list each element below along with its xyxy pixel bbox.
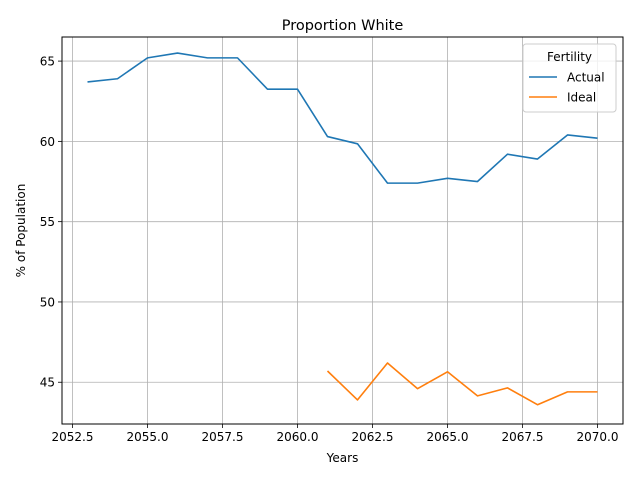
x-tick-label: 2070.0 <box>577 430 619 444</box>
y-axis-label: % of Population <box>14 184 28 278</box>
y-tick-label: 50 <box>40 295 55 309</box>
y-tick-label: 60 <box>40 135 55 149</box>
x-tick-label: 2060.0 <box>277 430 319 444</box>
legend: Fertility Actual Ideal <box>522 43 617 113</box>
x-tick-label: 2057.5 <box>202 430 244 444</box>
y-tick-label: 45 <box>40 376 55 390</box>
x-tick-label: 2067.5 <box>502 430 544 444</box>
x-tick-label: 2065.0 <box>427 430 469 444</box>
x-tick-label: 2052.5 <box>52 430 94 444</box>
y-tick-label: 65 <box>40 55 55 69</box>
x-tick-label: 2062.5 <box>352 430 394 444</box>
legend-label-ideal: Ideal <box>567 91 596 105</box>
legend-label-actual: Actual <box>567 71 605 85</box>
legend-box <box>522 43 617 113</box>
y-axis-ticks: 45 50 55 60 65 <box>40 55 62 390</box>
legend-title: Fertility <box>547 50 592 64</box>
series-layer <box>87 52 598 406</box>
x-axis-label: Years <box>326 451 359 465</box>
x-axis-ticks: 2052.5 2055.0 2057.5 2060.0 2062.5 2065.0 2067… <box>52 424 619 444</box>
plot-frame <box>61 36 624 425</box>
chart-title: Proportion White <box>282 18 404 34</box>
y-tick-label: 55 <box>40 215 55 229</box>
series-line-actual <box>87 52 598 184</box>
x-tick-label: 2055.0 <box>127 430 169 444</box>
series-line-ideal <box>326 362 598 406</box>
